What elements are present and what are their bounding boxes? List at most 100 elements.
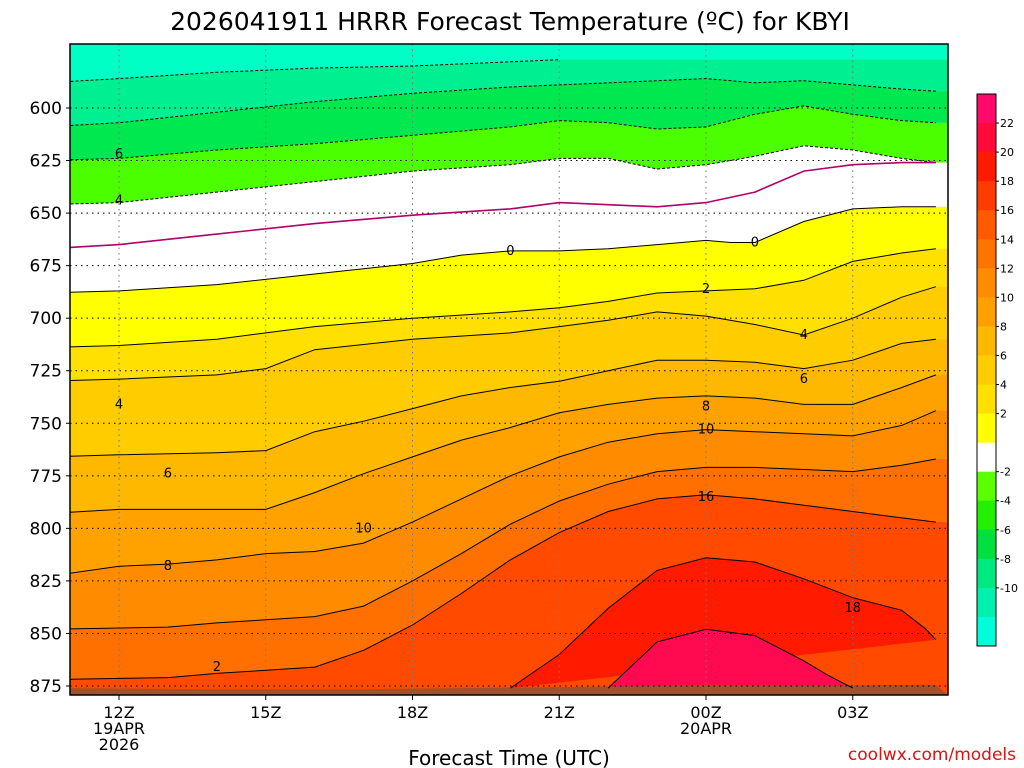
ytick-label-650: 650 xyxy=(30,204,62,224)
ytick-label-800: 800 xyxy=(30,519,62,539)
xtick-label-27-0: 03Z xyxy=(837,703,868,722)
xtick-label-12-2: 2026 xyxy=(99,735,140,754)
contour-line-14 xyxy=(70,458,936,630)
colorbar-label-2: 2 xyxy=(1000,408,1007,421)
colorbar-swatch-2 xyxy=(977,152,996,182)
contour-labels: 6 4 0 0 2 4 6 8 10 16 18 4 6 8 10 2 xyxy=(115,147,861,675)
contour-label-16: 16 xyxy=(698,490,715,505)
contour-line--4 xyxy=(70,105,936,161)
colorbar-swatch-3 xyxy=(977,181,996,211)
contour-label-6: 6 xyxy=(115,147,123,162)
ytick-label-775: 775 xyxy=(30,467,62,487)
colorbar-label-4: 4 xyxy=(1000,379,1007,392)
colorbar-swatch-8 xyxy=(977,326,996,356)
colorbar-label-6: 6 xyxy=(1000,349,1007,362)
colorbar-swatch-7 xyxy=(977,297,996,327)
band-above-20 xyxy=(608,629,853,689)
grid-lines xyxy=(70,44,948,695)
filled-contour-bands xyxy=(70,44,948,695)
ytick-label-725: 725 xyxy=(30,362,62,382)
xtick-label-24-1: 20APR xyxy=(680,719,732,738)
xtick-label-24-0: 00Z xyxy=(690,703,721,722)
terrain-fill xyxy=(70,684,948,695)
contour-label-6: 6 xyxy=(164,467,172,482)
colorbar-label--4: -4 xyxy=(1000,495,1011,508)
terrain-layer xyxy=(70,684,948,695)
xtick-label-21-0: 21Z xyxy=(544,703,575,722)
contour-label-6: 6 xyxy=(800,372,808,387)
colorbar-label-12: 12 xyxy=(1000,262,1014,275)
colorbar-label--8: -8 xyxy=(1000,553,1011,566)
colorbar-frame xyxy=(976,93,997,647)
colorbar-label--10: -10 xyxy=(1000,582,1018,595)
ytick-label-600: 600 xyxy=(30,99,62,119)
contour-line--6 xyxy=(70,78,936,127)
colorbar-swatch-5 xyxy=(977,239,996,269)
contour-label-2: 2 xyxy=(702,282,710,297)
contour-line-2 xyxy=(70,206,936,293)
contour-label-4: 4 xyxy=(115,397,123,412)
colorbar-swatch-14 xyxy=(977,500,996,531)
colorbar-label--6: -6 xyxy=(1000,524,1011,537)
contour-line-8 xyxy=(70,338,936,457)
colorbar-swatch-1 xyxy=(977,123,996,153)
contour-label-4: 4 xyxy=(115,193,123,208)
contour-label-0: 0 xyxy=(506,244,514,259)
xtick-label-12-0: 12Z xyxy=(103,703,134,722)
colorbar-label-20: 20 xyxy=(1000,146,1014,159)
contour-lines xyxy=(70,59,937,689)
contour-line-4 xyxy=(70,248,936,348)
colorbar-swatch-9 xyxy=(977,355,996,386)
band-above-18 xyxy=(510,557,936,689)
xtick-label-18-0: 18Z xyxy=(397,703,428,722)
colorbar-label-16: 16 xyxy=(1000,204,1014,217)
colorbar-swatch-16 xyxy=(977,558,996,589)
contour-label-4: 4 xyxy=(800,328,808,343)
contour-line-20 xyxy=(607,628,854,689)
colorbar-swatch-13 xyxy=(977,471,996,502)
credit-link[interactable]: coolwx.com/models xyxy=(848,745,1016,765)
ytick-label-625: 625 xyxy=(30,152,62,172)
colorbar: 22 20 18 16 14 12 10 8 6 4 2 -2 -4 -6 -8 -10 xyxy=(976,93,1018,647)
contour-line--8 xyxy=(70,59,560,82)
ytick-label-850: 850 xyxy=(30,624,62,644)
chart-title: 2026041911 HRRR Forecast Temperature (ºC… xyxy=(170,7,850,36)
x-axis-title: Forecast Time (UTC) xyxy=(408,746,610,768)
ytick-label-875: 875 xyxy=(30,677,62,697)
contour-label-18: 18 xyxy=(844,601,861,616)
contour-line--2 xyxy=(70,145,936,205)
colorbar-swatch-15 xyxy=(977,529,996,560)
contour-line-6 xyxy=(70,286,937,382)
colorbar-swatch-18 xyxy=(977,616,996,647)
contour-label-8: 8 xyxy=(702,399,710,414)
colorbar-swatch-0 xyxy=(977,94,996,124)
colorbar-label-8: 8 xyxy=(1000,320,1007,333)
colorbar-swatch-4 xyxy=(977,210,996,240)
colorbar-swatch-6 xyxy=(977,268,996,298)
y-axis: 600 625 650 675 700 725 750 775 800 825 850 875 xyxy=(30,99,70,697)
ytick-label-750: 750 xyxy=(30,414,62,434)
colorbar-swatch-11 xyxy=(977,413,996,444)
contour-line-16 xyxy=(70,494,936,680)
contour-line-12 xyxy=(70,410,937,574)
colorbar-label-18: 18 xyxy=(1000,175,1014,188)
contour-label-8: 8 xyxy=(164,559,172,574)
xtick-label-12-1: 19APR xyxy=(93,719,145,738)
colorbar-swatch-17 xyxy=(977,587,996,618)
colorbar-swatch-12 xyxy=(977,442,996,473)
contour-line-0 xyxy=(70,161,936,249)
colorbar-label-22: 22 xyxy=(1000,117,1014,130)
colorbar-label-14: 14 xyxy=(1000,233,1014,246)
colorbar-label--2: -2 xyxy=(1000,466,1011,479)
contour-label-2: 2 xyxy=(213,660,221,675)
contour-line-10 xyxy=(70,374,937,513)
ytick-label-675: 675 xyxy=(30,257,62,277)
contour-line-18 xyxy=(510,557,937,689)
ytick-label-700: 700 xyxy=(30,309,62,329)
xtick-label-15-0: 15Z xyxy=(250,703,281,722)
contour-label-10: 10 xyxy=(698,423,715,438)
plot-frame xyxy=(69,43,949,696)
colorbar-label-10: 10 xyxy=(1000,291,1014,304)
